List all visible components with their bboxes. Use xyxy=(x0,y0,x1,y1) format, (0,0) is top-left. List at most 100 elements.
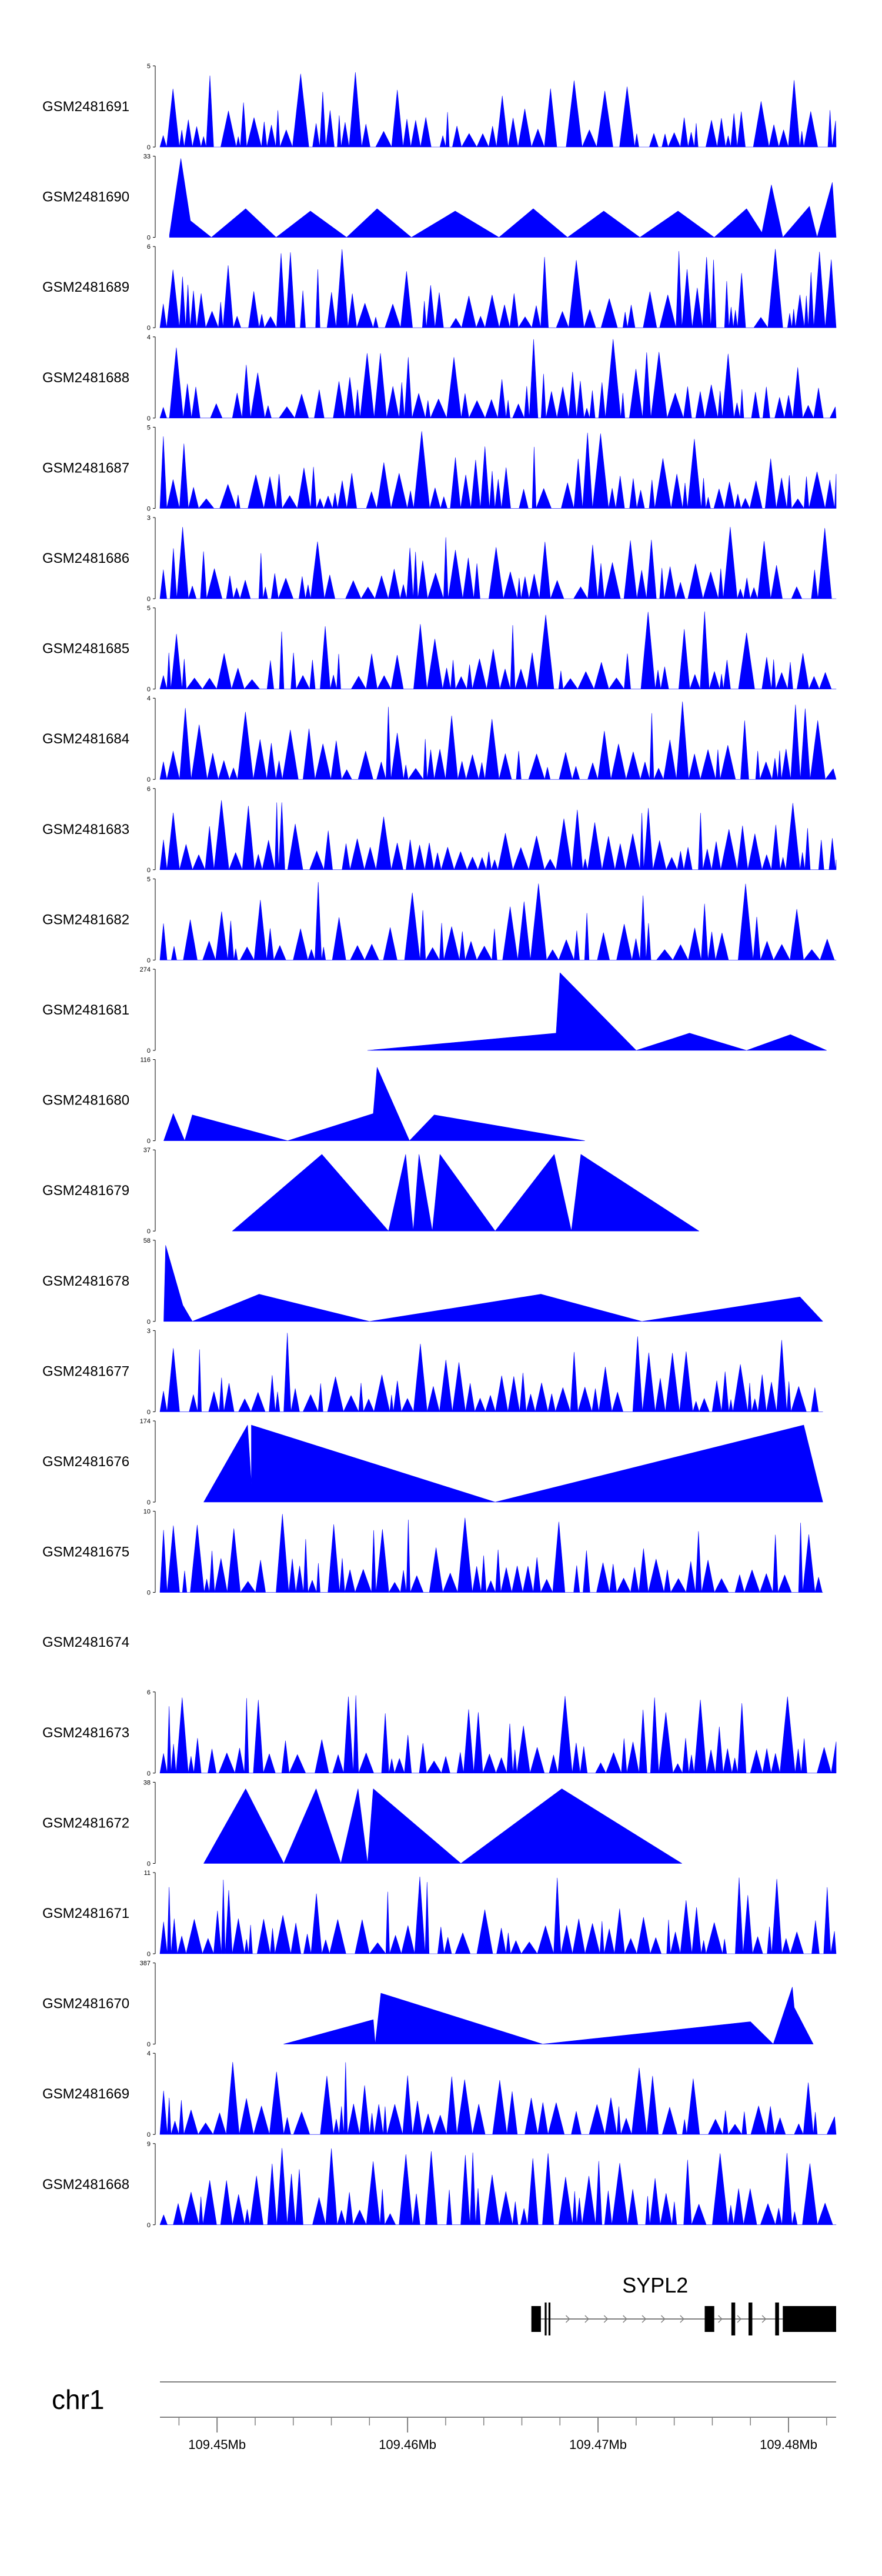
coverage-area xyxy=(232,1154,700,1232)
track-GSM2481676: GSM2481676 174 0 xyxy=(42,1418,823,1506)
track-ymax-label: 5 xyxy=(147,876,151,883)
track-ymax-label: 5 xyxy=(147,63,151,70)
track-ymin-label: 0 xyxy=(147,2041,151,2048)
track-ymin-label: 0 xyxy=(147,325,151,332)
coverage-area xyxy=(159,1695,837,1774)
coverage-area xyxy=(159,1876,837,1954)
strand-arrow xyxy=(623,2315,627,2323)
track-ymin-label: 0 xyxy=(147,1951,151,1958)
track-GSM2481686: GSM2481686 3 0 xyxy=(42,515,837,603)
track-label: GSM2481681 xyxy=(42,1002,129,1018)
coverage-area xyxy=(163,1067,585,1141)
coverage-area xyxy=(163,1245,823,1322)
track-ymin-label: 0 xyxy=(147,2222,151,2229)
coverage-area xyxy=(159,526,837,599)
track-label: GSM2481679 xyxy=(42,1183,129,1199)
track-label: GSM2481672 xyxy=(42,1815,129,1831)
track-ymax-label: 9 xyxy=(147,2141,151,2148)
track-GSM2481690: GSM2481690 33 0 xyxy=(42,154,837,242)
track-label: GSM2481682 xyxy=(42,912,129,927)
strand-arrow xyxy=(718,2315,723,2323)
track-GSM2481691: GSM2481691 5 0 xyxy=(42,63,837,151)
track-GSM2481677: GSM2481677 3 0 xyxy=(42,1327,823,1416)
track-ymax-label: 274 xyxy=(140,966,151,973)
track-label: GSM2481685 xyxy=(42,641,129,657)
track-label: GSM2481678 xyxy=(42,1273,129,1289)
track-ymax-label: 116 xyxy=(140,1057,151,1064)
x-axis-tick-label: 109.47Mb xyxy=(569,2437,627,2452)
track-label: GSM2481690 xyxy=(42,189,129,205)
track-GSM2481668: GSM2481668 9 0 xyxy=(42,2141,837,2229)
track-ymin-label: 0 xyxy=(147,1409,151,1416)
track-ymax-label: 4 xyxy=(147,695,151,702)
track-label: GSM2481674 xyxy=(42,1634,129,1650)
track-label: GSM2481670 xyxy=(42,1996,129,2012)
track-GSM2481683: GSM2481683 6 0 xyxy=(42,786,837,874)
track-ymin-label: 0 xyxy=(147,1590,151,1597)
exon-block xyxy=(775,2303,779,2335)
track-ymin-label: 0 xyxy=(147,867,151,874)
track-ymax-label: 174 xyxy=(140,1418,151,1425)
exon-block xyxy=(731,2303,736,2335)
track-label: GSM2481687 xyxy=(42,460,129,476)
track-label: GSM2481683 xyxy=(42,822,129,837)
x-axis-tick-label: 109.48Mb xyxy=(760,2437,817,2452)
coverage-area xyxy=(159,882,837,960)
coverage-area xyxy=(367,972,827,1051)
track-GSM2481687: GSM2481687 5 0 xyxy=(42,424,837,512)
track-label: GSM2481669 xyxy=(42,2086,129,2102)
track-GSM2481682: GSM2481682 5 0 xyxy=(42,876,837,964)
track-ymax-label: 3 xyxy=(147,1327,151,1334)
track-ymax-label: 387 xyxy=(140,1960,151,1967)
track-ymin-label: 0 xyxy=(147,2131,151,2138)
track-ymax-label: 4 xyxy=(147,2050,151,2057)
exon-block xyxy=(704,2306,714,2332)
track-ymax-label: 6 xyxy=(147,786,151,793)
exon-block xyxy=(544,2303,547,2335)
track-ymin-label: 0 xyxy=(147,776,151,783)
strand-arrow xyxy=(565,2315,570,2323)
coverage-area xyxy=(203,1788,682,1864)
gene-model-track: SYPL2 xyxy=(531,2273,836,2335)
exon-block xyxy=(783,2306,836,2332)
track-label: GSM2481677 xyxy=(42,1363,129,1379)
track-label: GSM2481673 xyxy=(42,1725,129,1741)
track-GSM2481669: GSM2481669 4 0 xyxy=(42,2050,837,2138)
track-ymin-label: 0 xyxy=(147,1228,151,1235)
track-ymin-label: 0 xyxy=(147,596,151,603)
exon-block xyxy=(531,2306,541,2332)
track-GSM2481679: GSM2481679 37 0 xyxy=(42,1147,700,1235)
track-GSM2481681: GSM2481681 274 0 xyxy=(42,966,827,1055)
track-GSM2481680: GSM2481680 116 0 xyxy=(42,1057,585,1145)
track-GSM2481689: GSM2481689 6 0 xyxy=(42,243,837,332)
track-ymin-label: 0 xyxy=(147,1138,151,1145)
track-ymin-label: 0 xyxy=(147,505,151,512)
genome-axis: chr1 109.45Mb 109.46Mb 109.47Mb 109.48Mb xyxy=(52,2381,836,2452)
coverage-area xyxy=(169,158,837,238)
coverage-area xyxy=(159,2062,837,2135)
coverage-area xyxy=(159,800,837,870)
exon-block xyxy=(548,2303,551,2335)
track-ymax-label: 4 xyxy=(147,334,151,341)
track-label: GSM2481691 xyxy=(42,99,129,115)
coverage-tracks: GSM248169150GSM2481690330GSM248168960GSM… xyxy=(42,63,837,2229)
track-ymax-label: 5 xyxy=(147,605,151,612)
track-ymin-label: 0 xyxy=(147,1860,151,1867)
track-ymax-label: 58 xyxy=(143,1237,151,1244)
track-label: GSM2481684 xyxy=(42,731,129,747)
coverage-area xyxy=(159,431,837,509)
coverage-area xyxy=(283,1987,814,2044)
track-GSM2481688: GSM2481688 4 0 xyxy=(42,334,837,422)
coverage-area xyxy=(159,611,837,689)
track-ymax-label: 6 xyxy=(147,243,151,251)
track-GSM2481684: GSM2481684 4 0 xyxy=(42,695,837,783)
track-GSM2481674: GSM2481674 xyxy=(42,1634,129,1650)
track-ymax-label: 3 xyxy=(147,515,151,522)
track-GSM2481672: GSM2481672 38 0 xyxy=(42,1779,682,1867)
strand-arrow xyxy=(603,2315,609,2323)
strand-arrow xyxy=(680,2315,684,2323)
track-label: GSM2481676 xyxy=(42,1454,129,1470)
x-axis-tick-label: 109.46Mb xyxy=(379,2437,436,2452)
track-ymax-label: 6 xyxy=(147,1689,151,1696)
